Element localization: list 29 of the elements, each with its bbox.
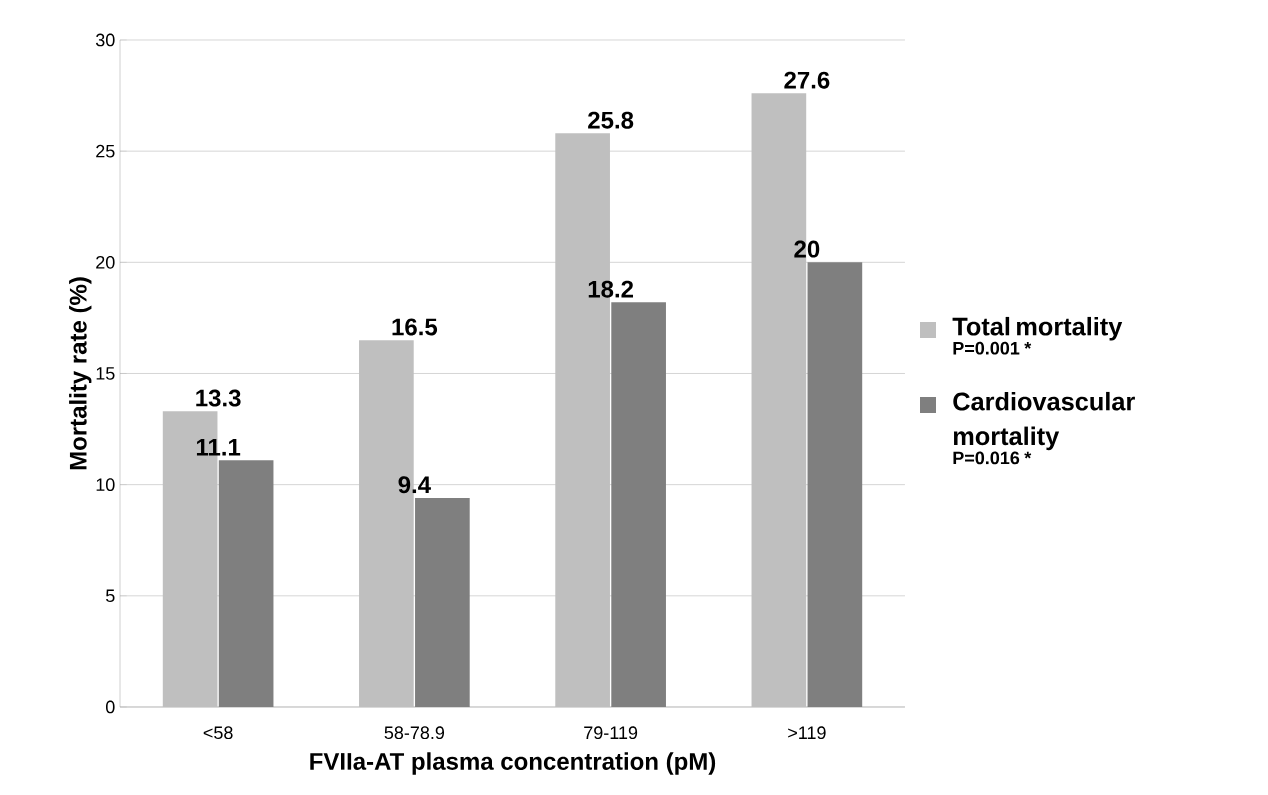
- legend-label: Total mortality: [952, 316, 1123, 341]
- data-label: 18.2: [588, 280, 634, 298]
- bar: [807, 262, 863, 707]
- data-label: 9.4: [398, 476, 431, 494]
- data-label: 16.5: [392, 318, 438, 336]
- y-tick-label: 10: [96, 478, 115, 492]
- x-tick-label: 58-78.9: [384, 726, 445, 740]
- x-tick-label: >119: [788, 726, 826, 740]
- bar: [218, 460, 274, 707]
- data-label: 13.3: [196, 389, 241, 407]
- data-label: 11.1: [196, 438, 241, 456]
- data-label: 20: [794, 240, 820, 258]
- bar: [611, 302, 666, 707]
- text: P=0.016 *: [953, 451, 1032, 465]
- y-tick-label: 15: [96, 367, 115, 380]
- data-label: 27.6: [784, 71, 830, 89]
- y-tick-label: 25: [96, 144, 115, 158]
- data-label: 25.8: [588, 111, 634, 129]
- x-tick-label: 79-119: [584, 726, 638, 740]
- text: P=0.001 *: [953, 341, 1032, 355]
- y-tick-label: 30: [95, 33, 115, 47]
- x-tick-label: <58: [203, 726, 233, 740]
- y-tick-label: 20: [96, 255, 115, 269]
- y-tick-label: 0: [106, 700, 115, 714]
- x-axis-title: FVIIa-AT plasma concentration (pM): [310, 752, 716, 775]
- y-tick-label: 5: [106, 589, 115, 603]
- bar: [415, 497, 470, 707]
- legend-label: Cardiovascular mortality: [953, 391, 1135, 451]
- y-axis-title: Mortality rate (%): [69, 277, 92, 470]
